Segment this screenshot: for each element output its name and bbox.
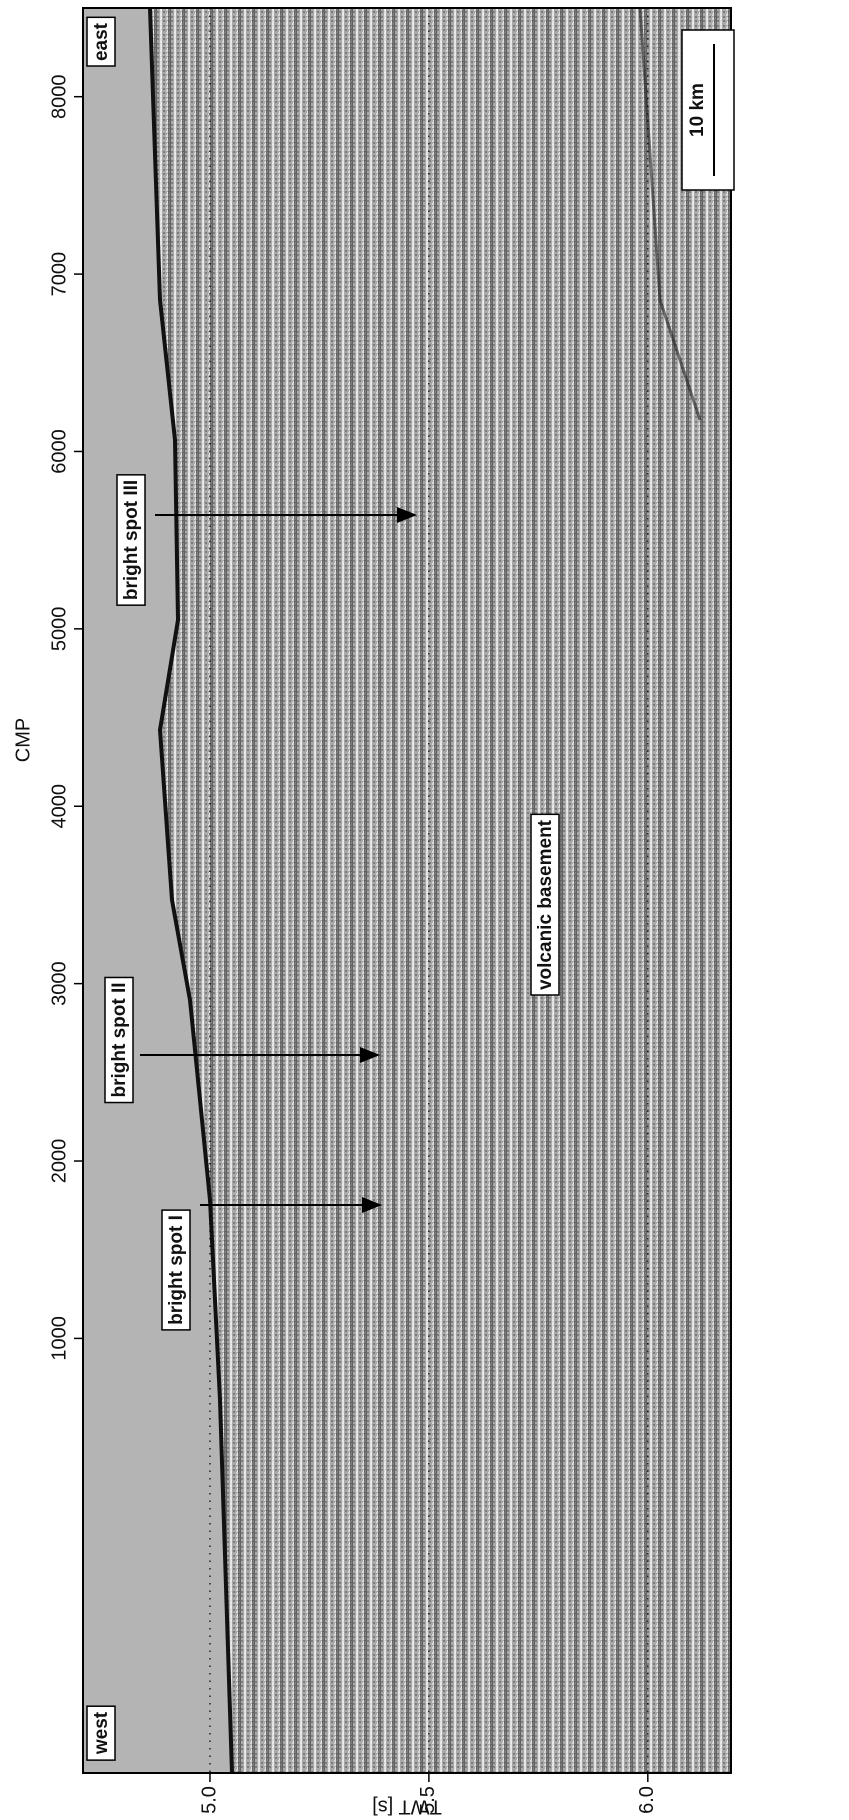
frame xyxy=(82,7,732,1774)
x-tick-label: 4000 xyxy=(48,784,70,829)
annotation: east xyxy=(86,16,116,67)
annotation-box xyxy=(86,16,116,67)
x-tick-label: 1000 xyxy=(48,1316,70,1361)
y-axis-label: TWT [s] xyxy=(372,1796,442,1818)
annotation-label: east xyxy=(91,22,112,61)
annotation-box xyxy=(104,976,134,1104)
x-tick-label: 8000 xyxy=(48,74,70,119)
arrows xyxy=(140,507,417,1213)
annotation-box xyxy=(161,1209,191,1331)
scale-box xyxy=(681,29,735,191)
annotation-label: bright spot III xyxy=(121,480,142,600)
annotation-label: west xyxy=(91,1711,112,1755)
annotation-box xyxy=(530,813,560,996)
y-tick-label: 5.0 xyxy=(198,1786,220,1814)
annotation-box xyxy=(86,1705,116,1761)
x-tick-label: 2000 xyxy=(48,1139,70,1184)
annotation: volcanic basement xyxy=(530,813,560,996)
annotation: west xyxy=(86,1705,116,1761)
x-tick-label: 7000 xyxy=(48,252,70,297)
annotation: bright spot I xyxy=(161,1209,191,1331)
x-tick-label: 3000 xyxy=(48,961,70,1006)
x-tick-label: 5000 xyxy=(48,607,70,652)
x-tick-label: 6000 xyxy=(48,429,70,474)
y-tick-label: 6.0 xyxy=(636,1786,658,1814)
x-axis-label: CMP xyxy=(12,718,34,762)
annotation-label: bright spot I xyxy=(166,1215,187,1325)
scale-bar: 10 km xyxy=(681,29,735,191)
annotation-box xyxy=(116,474,146,606)
annotation: bright spot II xyxy=(104,976,134,1104)
annotation-label: bright spot II xyxy=(109,982,130,1097)
y-tick-label: 5.5 xyxy=(417,1786,439,1814)
seismic-image xyxy=(83,7,731,1774)
annotation-label: volcanic basement xyxy=(535,819,556,990)
scale-label: 10 km xyxy=(687,83,708,137)
annotation: bright spot III xyxy=(116,474,146,606)
